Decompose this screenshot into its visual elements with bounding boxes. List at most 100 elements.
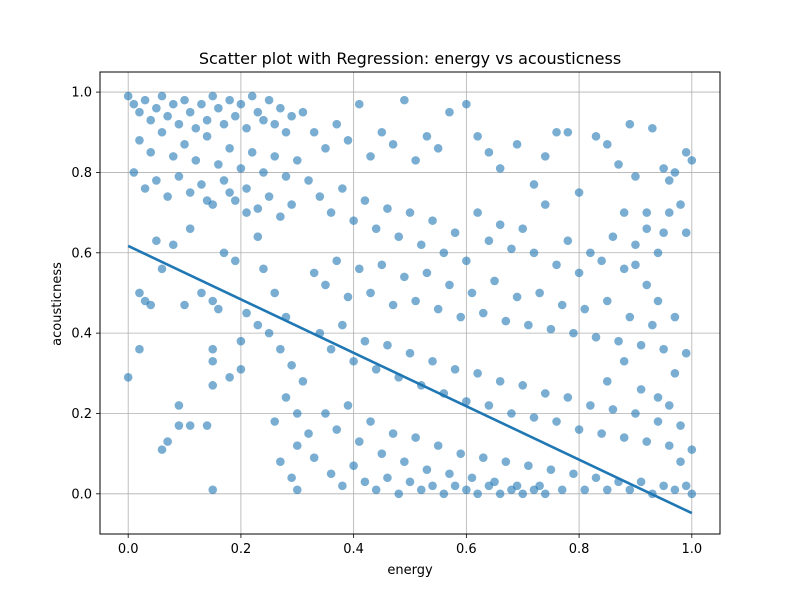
scatter-point [445,280,454,290]
scatter-point [524,320,533,330]
y-tick-label: 0.8 [71,166,92,181]
y-tick-label: 0.2 [71,407,92,422]
scatter-point [253,107,263,117]
scatter-point [563,127,573,137]
scatter-point [338,481,347,491]
scatter-point [180,95,189,105]
x-tick-label: 0.2 [231,542,252,557]
scatter-point [664,176,674,185]
scatter-point [197,180,206,189]
scatter-point [495,489,505,499]
scatter-point [518,489,528,499]
scatter-point [259,264,268,274]
scatter-point [214,103,223,113]
scatter-point [552,260,561,270]
scatter-point [219,248,229,258]
scatter-point [501,457,511,466]
scatter-point [670,369,680,378]
scatter-point [236,99,246,109]
scatter-point [388,300,398,310]
scatter-point [152,176,161,185]
scatter-point [343,401,353,410]
scatter-point [287,200,296,209]
scatter-point [540,200,550,209]
scatter-point [591,131,601,141]
scatter-point [484,481,494,491]
scatter-point [681,481,691,491]
scatter-point [253,320,263,330]
scatter-point [462,256,471,266]
scatter-point [411,433,420,442]
regression-line [127,244,693,515]
scatter-point [405,348,415,358]
scatter-point [619,433,629,442]
scatter-point [433,304,443,314]
scatter-point [354,264,364,274]
scatter-point [687,489,697,499]
scatter-point [315,192,325,201]
scatter-point [270,152,280,161]
scatter-point [394,489,404,499]
scatter-point [168,240,178,250]
scatter-point [648,320,657,330]
plot-frame [99,71,721,535]
scatter-point [304,176,313,185]
scatter-point [180,300,189,310]
scatter-point [321,144,330,153]
scatter-point [445,469,454,479]
scatter-point [309,268,319,278]
scatter-point [681,148,691,157]
scatter-point [197,99,206,109]
scatter-point [230,111,240,121]
scatter-point [366,417,375,426]
scatter-point [495,164,505,173]
scatter-point [208,485,218,495]
scatter-point [653,393,663,402]
points-layer [123,91,697,499]
scatter-point [631,409,640,418]
scatter-point [354,99,364,109]
scatter-point [456,312,466,322]
scatter-point [687,445,697,454]
y-tick-label: 0.4 [71,327,92,342]
scatter-point [343,135,353,145]
scatter-point [259,115,268,125]
scatter-point [123,373,133,382]
regression-layer [127,244,693,515]
scatter-point [422,268,432,278]
scatter-point [191,156,201,165]
scatter-point [625,485,635,495]
scatter-point [225,188,234,197]
scatter-point [540,489,550,499]
scatter-point [157,264,167,274]
scatter-point [433,144,443,153]
scatter-point [608,232,618,242]
y-tick-label: 0.0 [71,487,92,502]
scatter-point [557,300,567,310]
scatter-point [292,441,302,450]
scatter-point [360,196,370,205]
scatter-point [236,364,246,374]
scatter-point [264,192,274,201]
scatter-point [653,417,663,426]
scatter-point [670,312,680,322]
scatter-point [552,417,561,426]
scatter-point [400,272,409,282]
scatter-point [546,465,556,475]
scatter-point [230,256,240,266]
scatter-point [185,224,195,233]
scatter-point [529,413,539,422]
scatter-point [428,216,437,225]
scatter-point [478,308,488,318]
scatter-point [236,164,246,173]
scatter-point [157,445,167,454]
scatter-point [230,196,240,205]
scatter-point [270,288,280,298]
scatter-point [338,184,347,193]
scatter-point [135,135,144,145]
scatter-point [473,369,482,378]
scatter-point [563,236,573,246]
scatter-point [602,485,612,495]
